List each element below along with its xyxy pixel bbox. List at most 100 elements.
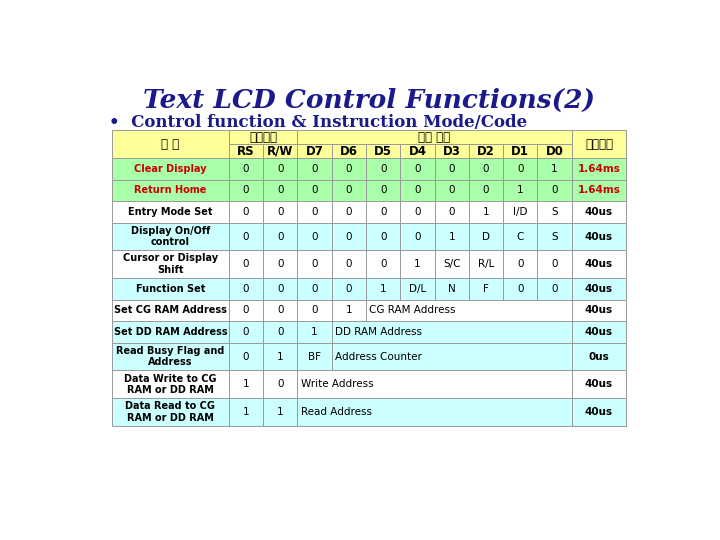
Bar — [435, 158, 469, 179]
Bar — [572, 222, 626, 251]
Text: 0: 0 — [414, 207, 420, 217]
Text: 40us: 40us — [585, 327, 613, 337]
Bar — [503, 158, 537, 179]
Text: Clear Display: Clear Display — [134, 164, 207, 174]
Bar — [112, 398, 229, 426]
Text: D: D — [482, 232, 490, 241]
Bar — [297, 201, 332, 222]
Bar — [400, 144, 435, 158]
Text: D0: D0 — [546, 145, 563, 158]
Bar — [112, 343, 229, 370]
Text: N: N — [448, 284, 456, 294]
Bar — [264, 300, 297, 321]
Bar — [366, 158, 400, 179]
Bar — [435, 278, 469, 300]
Text: 0: 0 — [311, 306, 318, 315]
Bar — [297, 398, 572, 426]
Text: D4: D4 — [408, 145, 426, 158]
Bar — [332, 201, 366, 222]
Bar — [112, 370, 229, 398]
Text: BF: BF — [308, 352, 321, 362]
Bar — [112, 179, 229, 201]
Bar — [572, 398, 626, 426]
Text: 0: 0 — [277, 284, 284, 294]
Text: 0us: 0us — [588, 352, 609, 362]
Text: R/W: R/W — [267, 145, 294, 158]
Text: 0: 0 — [380, 232, 387, 241]
Text: Data Read to CG
RAM or DD RAM: Data Read to CG RAM or DD RAM — [125, 401, 215, 423]
Bar — [435, 179, 469, 201]
Bar — [264, 158, 297, 179]
Text: 0: 0 — [414, 185, 420, 195]
Bar — [229, 251, 264, 278]
Bar — [366, 278, 400, 300]
Bar — [469, 158, 503, 179]
Bar — [400, 201, 435, 222]
Text: 0: 0 — [277, 379, 284, 389]
Text: D/L: D/L — [409, 284, 426, 294]
Bar — [503, 251, 537, 278]
Bar — [264, 321, 297, 343]
Bar — [366, 144, 400, 158]
Bar — [572, 130, 626, 158]
Text: •  Control function & Instruction Mode/Code: • Control function & Instruction Mode/Co… — [109, 114, 528, 131]
Text: 0: 0 — [243, 232, 249, 241]
Bar — [572, 251, 626, 278]
Bar — [112, 222, 229, 251]
Text: 1: 1 — [517, 185, 523, 195]
Text: 0: 0 — [517, 284, 523, 294]
Bar — [264, 222, 297, 251]
Bar — [297, 158, 332, 179]
Bar — [469, 222, 503, 251]
Bar — [332, 144, 366, 158]
Text: D1: D1 — [511, 145, 529, 158]
Bar — [435, 222, 469, 251]
Text: 0: 0 — [449, 164, 455, 174]
Text: D6: D6 — [340, 145, 358, 158]
Text: 0: 0 — [277, 327, 284, 337]
Bar — [332, 300, 366, 321]
Bar — [537, 158, 572, 179]
Text: 0: 0 — [449, 207, 455, 217]
Text: 0: 0 — [311, 232, 318, 241]
Bar — [264, 278, 297, 300]
Text: 0: 0 — [414, 164, 420, 174]
Bar — [366, 300, 572, 321]
Bar — [503, 278, 537, 300]
Bar — [572, 158, 626, 179]
Text: DD RAM Address: DD RAM Address — [335, 327, 422, 337]
Text: S: S — [551, 232, 558, 241]
Bar — [366, 222, 400, 251]
Bar — [229, 158, 264, 179]
Text: Write Address: Write Address — [300, 379, 373, 389]
Bar — [332, 321, 572, 343]
Text: Set CG RAM Address: Set CG RAM Address — [114, 306, 227, 315]
Text: 1: 1 — [380, 284, 387, 294]
Bar — [469, 179, 503, 201]
Bar — [400, 179, 435, 201]
Text: 0: 0 — [277, 185, 284, 195]
Text: D2: D2 — [477, 145, 495, 158]
Bar — [537, 201, 572, 222]
Bar — [264, 343, 297, 370]
Text: 0: 0 — [552, 185, 558, 195]
Text: 0: 0 — [346, 259, 352, 269]
Text: 40us: 40us — [585, 379, 613, 389]
Text: 제어 명령: 제어 명령 — [418, 131, 451, 144]
Bar — [297, 343, 332, 370]
Bar — [264, 251, 297, 278]
Bar — [297, 370, 572, 398]
Bar — [229, 343, 264, 370]
Text: 1: 1 — [346, 306, 352, 315]
Bar — [112, 321, 229, 343]
Text: 40us: 40us — [585, 306, 613, 315]
Text: 0: 0 — [380, 185, 387, 195]
Text: 1.64ms: 1.64ms — [577, 164, 621, 174]
Bar — [572, 343, 626, 370]
Text: 1: 1 — [551, 164, 558, 174]
Bar — [229, 201, 264, 222]
Text: 0: 0 — [277, 306, 284, 315]
Bar — [112, 300, 229, 321]
Text: R/L: R/L — [478, 259, 494, 269]
Bar — [400, 251, 435, 278]
